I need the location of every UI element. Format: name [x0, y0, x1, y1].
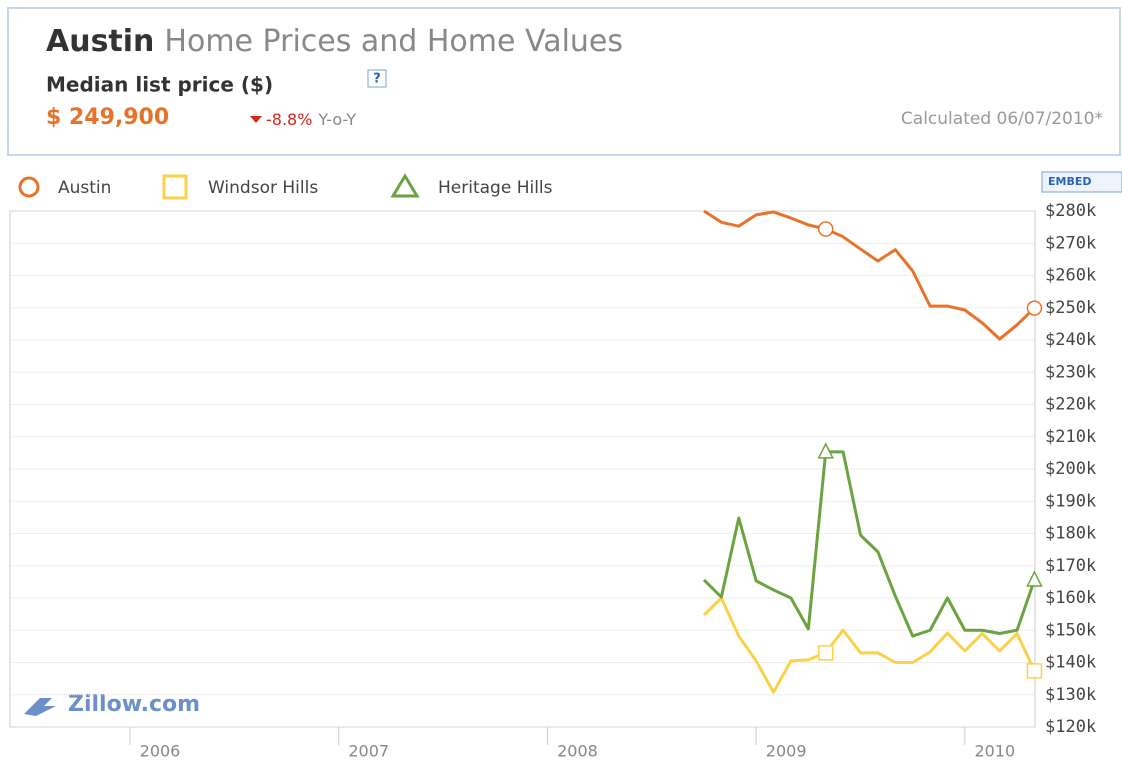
down-arrow — [250, 116, 262, 123]
marker — [1026, 663, 1043, 679]
legend-icon — [390, 173, 420, 198]
y-tick-label: $210k — [1045, 427, 1096, 447]
y-tick-label: $140k — [1045, 653, 1096, 673]
y-tick-label: $180k — [1045, 524, 1096, 544]
y-tick-label: $160k — [1045, 588, 1096, 608]
title: Home Prices and Home Values — [164, 24, 623, 59]
x-tick-label: 2006 — [140, 742, 181, 761]
legend-icon — [162, 174, 188, 200]
y-tick-label: $220k — [1045, 395, 1096, 415]
series-line — [702, 596, 1036, 694]
city: Austin — [46, 24, 154, 59]
y-tick-label: $130k — [1045, 685, 1096, 705]
header-title: Austin Home Prices and Home Values — [46, 24, 623, 59]
marker — [1026, 570, 1043, 587]
y-tick-label: $260k — [1045, 266, 1096, 286]
y-tick-label: $270k — [1045, 233, 1096, 253]
legend-label: Heritage Hills — [438, 178, 553, 198]
y-tick-label: $250k — [1045, 298, 1096, 318]
y-tick-label: $240k — [1045, 330, 1096, 350]
logo-icon — [24, 698, 56, 716]
help-button[interactable] — [367, 69, 387, 88]
marker — [1026, 300, 1043, 316]
metric: Median list price ($) — [46, 73, 273, 97]
series-line — [702, 450, 1036, 638]
marker — [817, 645, 834, 661]
legend-icon — [18, 176, 40, 198]
y-tick-label: $150k — [1045, 620, 1096, 640]
help-icon: ? — [373, 72, 381, 87]
y-tick-label: $200k — [1045, 459, 1096, 479]
y-tick-label: $230k — [1045, 362, 1096, 382]
header-box — [7, 7, 1121, 156]
embed-label: EMBED — [1048, 175, 1092, 188]
embed-button[interactable] — [1041, 171, 1122, 193]
x-tick-label: 2007 — [348, 742, 389, 761]
change: -8.8% Y-o-Y — [266, 110, 356, 129]
change-value: -8.8% — [266, 110, 312, 129]
legend-label: Windsor Hills — [208, 178, 318, 198]
x-tick-label: 2008 — [557, 742, 598, 761]
legend-label: Austin — [58, 178, 111, 198]
calculated: Calculated 06/07/2010* — [901, 109, 1103, 129]
y-tick-label: $120k — [1045, 717, 1096, 737]
change-unit: Y-o-Y — [317, 110, 356, 129]
marker — [817, 442, 834, 459]
y-tick-label: $280k — [1045, 201, 1096, 221]
y-tick-label: $170k — [1045, 556, 1096, 576]
x-tick-label: 2010 — [975, 742, 1016, 761]
series-line — [703, 209, 1036, 341]
price: $ 249,900 — [46, 105, 169, 130]
y-tick-label: $190k — [1045, 491, 1096, 511]
logo: Zillow.com — [68, 692, 200, 717]
marker — [817, 221, 834, 237]
x-tick-label: 2009 — [766, 742, 807, 761]
